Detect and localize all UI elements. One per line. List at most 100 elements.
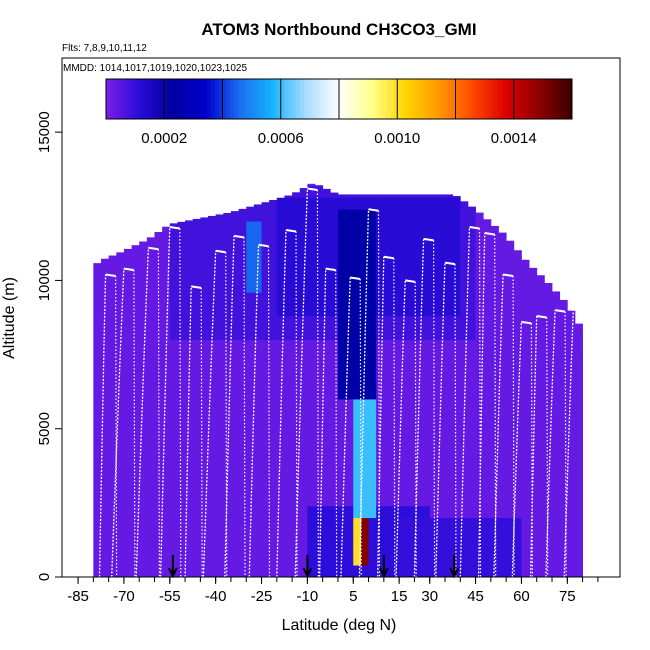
heatmap-cell — [223, 244, 232, 258]
heatmap-cell — [154, 351, 163, 364]
heatmap-cell — [238, 244, 247, 258]
heatmap-cell — [376, 565, 385, 577]
heatmap-cell — [192, 505, 201, 519]
heatmap-cell — [376, 316, 385, 329]
heatmap-cell — [353, 194, 362, 198]
heatmap-cell — [100, 375, 110, 388]
heatmap-cell — [292, 505, 301, 519]
heatmap-cell — [108, 517, 117, 530]
heatmap-cell — [146, 268, 155, 281]
colorbar-segment — [478, 79, 484, 119]
colorbar-segment — [113, 79, 119, 119]
heatmap-cell — [345, 327, 354, 341]
heatmap-cell — [353, 221, 362, 234]
heatmap-cell — [337, 316, 347, 329]
heatmap-cell — [100, 446, 110, 459]
heatmap-cell — [330, 399, 339, 412]
heatmap-cell — [529, 541, 538, 554]
heatmap-cell — [337, 256, 347, 269]
heatmap-cell — [475, 493, 484, 507]
colorbar-segment — [311, 79, 317, 119]
heatmap-cell — [559, 351, 568, 364]
heatmap-cell — [307, 553, 316, 566]
heatmap-cell — [131, 327, 140, 341]
heatmap-cell — [337, 304, 347, 317]
heatmap-cell — [100, 458, 110, 471]
heatmap-cell — [399, 446, 408, 459]
heatmap-cell — [337, 232, 347, 246]
colorbar-segment — [370, 79, 375, 119]
heatmap-cell — [208, 422, 217, 436]
heatmap-cell — [284, 244, 293, 258]
heatmap-cell — [383, 387, 392, 400]
arrow-head — [167, 567, 178, 579]
heatmap-cell — [391, 194, 400, 198]
heatmap-cell — [460, 256, 469, 269]
heatmap-cell — [353, 399, 362, 412]
heatmap-cell — [299, 446, 308, 459]
heatmap-cell — [490, 339, 499, 352]
profile-cruise — [105, 273, 116, 277]
heatmap-cell — [253, 209, 262, 222]
heatmap-cell — [399, 244, 408, 258]
heatmap-cell — [483, 482, 492, 495]
colorbar-segment — [358, 79, 363, 119]
heatmap-cell — [299, 482, 308, 495]
heatmap-cell — [399, 458, 408, 471]
heatmap-cell — [200, 351, 209, 364]
heatmap-cell — [230, 292, 239, 305]
heatmap-cell — [223, 517, 232, 530]
heatmap-cell — [139, 280, 148, 293]
heatmap-cell — [238, 327, 247, 341]
heatmap-cell — [177, 505, 186, 519]
heatmap-cell — [246, 363, 255, 376]
heatmap-cell — [460, 541, 469, 554]
heatmap-cell — [238, 493, 247, 507]
heatmap-cell — [315, 221, 324, 234]
heatmap-cell — [429, 482, 438, 495]
heatmap-cell — [223, 529, 232, 542]
heatmap-cell — [399, 505, 408, 519]
heatmap-cell — [422, 505, 431, 519]
heatmap-cell — [337, 565, 347, 577]
heatmap-cell — [299, 339, 308, 352]
heatmap-cell — [123, 256, 132, 269]
heatmap-cell — [475, 399, 484, 412]
heatmap-cell — [246, 387, 255, 400]
heatmap-cell — [192, 446, 201, 459]
heatmap-cell — [536, 470, 545, 483]
heatmap-cell — [337, 268, 347, 281]
colorbar-segment — [187, 79, 192, 119]
heatmap-cell — [261, 339, 270, 352]
heatmap-cell — [185, 493, 194, 507]
heatmap-cell — [200, 399, 209, 412]
heatmap-cell — [299, 493, 308, 507]
heatmap-cell — [169, 351, 178, 364]
heatmap-cell — [215, 304, 224, 317]
heatmap-cell — [383, 399, 392, 412]
heatmap-cell — [261, 316, 270, 329]
heatmap-cell — [460, 304, 469, 317]
heatmap-cell — [467, 458, 476, 471]
heatmap-cell — [475, 553, 484, 566]
heatmap-cell — [429, 194, 438, 198]
heatmap-cell — [345, 244, 354, 258]
heatmap-cell — [506, 316, 515, 329]
heatmap-cell — [169, 482, 178, 495]
heatmap-cell — [93, 387, 102, 400]
heatmap-cell — [123, 248, 132, 258]
heatmap-cell — [238, 268, 247, 281]
heatmap-cell — [452, 399, 461, 412]
heatmap-cell — [376, 434, 385, 447]
heatmap-cell — [100, 316, 110, 329]
profile-ascent — [413, 238, 425, 577]
heatmap-cell — [299, 363, 308, 376]
heatmap-cell — [383, 232, 392, 246]
heatmap-cell — [574, 323, 583, 329]
profile-cruise — [444, 261, 456, 266]
heatmap-cell — [200, 505, 209, 519]
heatmap-cell — [513, 517, 522, 530]
heatmap-cell — [93, 316, 102, 329]
heatmap-cell — [360, 553, 369, 566]
heatmap-cell — [307, 446, 316, 459]
